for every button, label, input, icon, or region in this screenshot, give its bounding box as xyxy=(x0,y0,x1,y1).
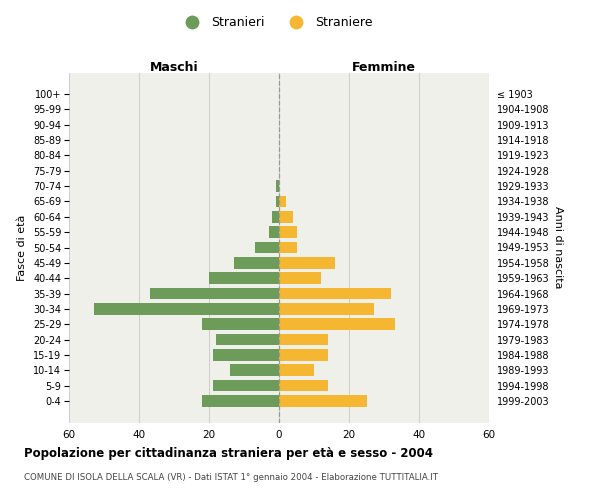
Text: Femmine: Femmine xyxy=(352,61,416,74)
Bar xyxy=(275,196,279,207)
Bar xyxy=(209,272,279,284)
Y-axis label: Fasce di età: Fasce di età xyxy=(17,214,28,280)
Bar xyxy=(279,196,286,207)
Bar xyxy=(275,180,279,192)
Bar xyxy=(279,242,296,254)
Bar xyxy=(272,211,279,222)
Bar xyxy=(279,334,328,345)
Bar xyxy=(254,242,279,254)
Bar xyxy=(212,380,279,392)
Text: Maschi: Maschi xyxy=(149,61,199,74)
Text: Popolazione per cittadinanza straniera per età e sesso - 2004: Popolazione per cittadinanza straniera p… xyxy=(24,448,433,460)
Bar xyxy=(279,380,328,392)
Bar xyxy=(279,303,373,314)
Bar xyxy=(94,303,279,314)
Bar xyxy=(279,257,335,268)
Bar xyxy=(279,318,395,330)
Bar xyxy=(279,272,321,284)
Bar xyxy=(279,364,314,376)
Legend: Stranieri, Straniere: Stranieri, Straniere xyxy=(175,11,377,34)
Bar xyxy=(279,211,293,222)
Bar xyxy=(149,288,279,300)
Bar xyxy=(230,364,279,376)
Bar xyxy=(279,288,391,300)
Bar xyxy=(233,257,279,268)
Bar xyxy=(279,395,367,406)
Y-axis label: Anni di nascita: Anni di nascita xyxy=(553,206,563,288)
Bar xyxy=(279,349,328,360)
Bar xyxy=(202,318,279,330)
Bar xyxy=(279,226,296,238)
Bar xyxy=(212,349,279,360)
Bar xyxy=(269,226,279,238)
Text: COMUNE DI ISOLA DELLA SCALA (VR) - Dati ISTAT 1° gennaio 2004 - Elaborazione TUT: COMUNE DI ISOLA DELLA SCALA (VR) - Dati … xyxy=(24,472,438,482)
Bar xyxy=(202,395,279,406)
Bar xyxy=(216,334,279,345)
